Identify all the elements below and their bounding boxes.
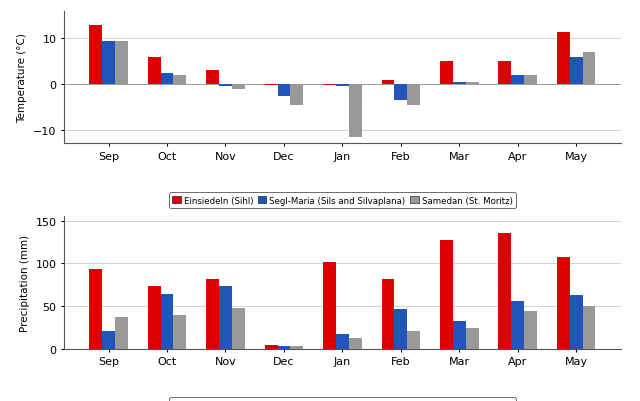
Bar: [511, 301, 524, 349]
Bar: [173, 76, 186, 85]
Bar: [219, 286, 232, 349]
Bar: [206, 279, 219, 349]
Bar: [557, 32, 570, 85]
Bar: [582, 53, 595, 85]
Bar: [278, 85, 291, 96]
Bar: [336, 334, 349, 349]
Bar: [570, 295, 582, 349]
Bar: [161, 294, 173, 349]
Bar: [407, 85, 420, 105]
Bar: [148, 286, 161, 349]
Bar: [524, 311, 537, 349]
Bar: [511, 76, 524, 85]
Bar: [499, 234, 511, 349]
Bar: [381, 80, 394, 85]
Bar: [265, 85, 278, 86]
Bar: [336, 85, 349, 87]
Bar: [90, 26, 102, 85]
Bar: [407, 331, 420, 349]
Bar: [206, 71, 219, 85]
Bar: [291, 346, 303, 349]
Bar: [349, 338, 362, 349]
Bar: [323, 85, 336, 86]
Bar: [570, 58, 582, 85]
Bar: [291, 85, 303, 105]
Bar: [102, 42, 115, 85]
Bar: [278, 346, 291, 349]
Bar: [582, 306, 595, 349]
Bar: [115, 42, 128, 85]
Bar: [466, 328, 479, 349]
Bar: [161, 73, 173, 85]
Bar: [349, 85, 362, 137]
Bar: [453, 322, 466, 349]
Bar: [524, 76, 537, 85]
Bar: [219, 85, 232, 87]
Bar: [148, 58, 161, 85]
Bar: [323, 262, 336, 349]
Legend: Einsiedeln (Sihl), Segl-Maria (Sils and Silvaplana), Samedan (St. Moritz): Einsiedeln (Sihl), Segl-Maria (Sils and …: [169, 192, 516, 209]
Bar: [440, 241, 453, 349]
Bar: [453, 83, 466, 85]
Bar: [557, 258, 570, 349]
Bar: [440, 62, 453, 85]
Bar: [381, 279, 394, 349]
Bar: [466, 83, 479, 85]
Bar: [394, 85, 407, 101]
Bar: [232, 85, 244, 89]
Bar: [499, 62, 511, 85]
Bar: [102, 331, 115, 349]
Bar: [115, 317, 128, 349]
Legend: Einsiedeln (Sihl), Segl-Maria (Sils and Silvaplana), Samedan (St. Moritz): Einsiedeln (Sihl), Segl-Maria (Sils and …: [169, 397, 516, 401]
Y-axis label: Temperature (°C): Temperature (°C): [17, 33, 28, 123]
Bar: [173, 316, 186, 349]
Bar: [90, 269, 102, 349]
Bar: [394, 309, 407, 349]
Bar: [232, 308, 244, 349]
Bar: [265, 345, 278, 349]
Y-axis label: Precipitation (mm): Precipitation (mm): [20, 234, 30, 331]
